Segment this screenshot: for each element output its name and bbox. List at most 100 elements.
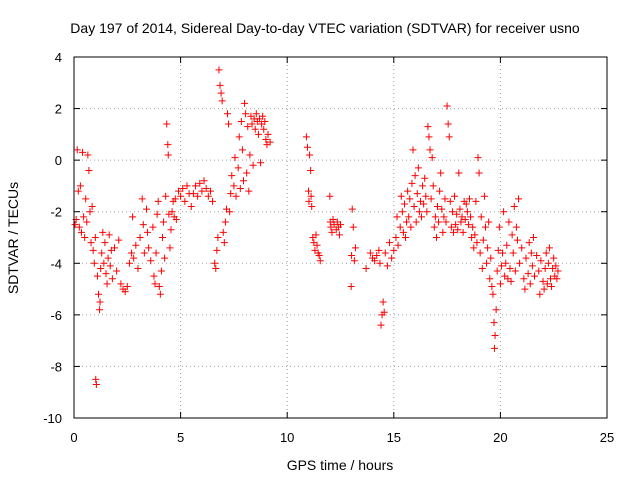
data-point: [328, 228, 336, 236]
data-point: [115, 236, 123, 244]
data-point: [99, 228, 107, 236]
data-point: [329, 215, 337, 223]
data-point: [446, 197, 454, 205]
data-point: [243, 169, 251, 177]
data-points: [71, 66, 562, 388]
data-point: [444, 120, 452, 128]
data-point: [397, 192, 405, 200]
data-point: [541, 264, 549, 272]
data-point: [399, 228, 407, 236]
data-point: [251, 125, 259, 133]
data-point: [413, 190, 421, 198]
data-point: [540, 285, 548, 293]
data-point: [536, 290, 544, 298]
data-point: [469, 223, 477, 231]
data-point: [390, 246, 398, 254]
data-point: [246, 151, 254, 159]
data-point: [477, 213, 485, 221]
data-point: [158, 234, 166, 241]
data-point: [527, 249, 535, 257]
data-point: [539, 277, 547, 285]
data-point: [548, 282, 556, 290]
data-point: [142, 205, 150, 213]
data-point: [515, 195, 523, 203]
data-point: [245, 187, 253, 195]
data-point: [100, 259, 108, 267]
data-point: [461, 215, 469, 223]
data-point: [212, 264, 220, 272]
data-point: [465, 195, 473, 203]
data-point: [544, 259, 552, 267]
data-point: [424, 123, 432, 131]
data-point: [531, 272, 539, 280]
data-point: [140, 249, 148, 257]
data-point: [145, 244, 153, 252]
data-point: [128, 249, 136, 257]
data-point: [306, 151, 314, 159]
data-point: [335, 231, 343, 239]
data-point: [155, 282, 163, 290]
data-point: [553, 275, 561, 283]
data-point: [303, 143, 311, 151]
data-point: [506, 264, 514, 272]
data-point: [348, 252, 356, 260]
data-point: [230, 182, 238, 190]
data-point: [242, 110, 250, 118]
data-point: [86, 208, 94, 216]
data-point: [419, 182, 427, 190]
data-point: [547, 275, 555, 283]
data-point: [74, 187, 82, 195]
data-point: [388, 254, 396, 262]
data-point: [459, 228, 467, 236]
data-point: [147, 257, 155, 265]
data-point: [552, 262, 560, 270]
data-point: [160, 218, 168, 226]
data-point: [82, 195, 90, 203]
data-point: [224, 110, 232, 118]
data-point: [227, 190, 235, 198]
data-point: [189, 190, 197, 198]
data-point: [181, 197, 189, 205]
data-point: [509, 249, 517, 257]
data-point: [83, 218, 91, 226]
data-point: [436, 187, 444, 195]
data-point: [347, 282, 355, 290]
data-point: [422, 192, 430, 200]
data-point: [237, 117, 245, 125]
data-point: [211, 259, 219, 267]
data-point: [196, 179, 204, 187]
x-tick-label: 15: [387, 430, 401, 445]
data-point: [348, 205, 356, 213]
data-point: [134, 264, 142, 272]
data-point: [123, 282, 131, 290]
data-point: [150, 272, 158, 280]
data-point: [484, 244, 492, 252]
data-point: [187, 203, 195, 211]
data-point: [526, 280, 534, 288]
data-point: [351, 244, 359, 252]
data-point: [480, 192, 488, 200]
data-point: [491, 331, 499, 339]
x-axis-label: GPS time / hours: [287, 457, 394, 473]
data-point: [463, 208, 471, 216]
data-point: [90, 259, 98, 267]
data-point: [488, 282, 496, 290]
data-point: [73, 146, 81, 154]
data-point: [418, 213, 426, 221]
data-point: [154, 197, 162, 205]
data-point: [113, 267, 121, 275]
data-point: [232, 192, 240, 200]
data-point: [479, 236, 487, 244]
data-point: [376, 259, 384, 267]
data-point: [490, 319, 498, 327]
data-point: [502, 259, 510, 267]
data-point: [183, 182, 191, 190]
data-point: [302, 133, 310, 141]
data-point: [259, 112, 267, 120]
data-point: [326, 192, 334, 200]
data-point: [308, 203, 316, 211]
data-point: [76, 182, 84, 190]
data-point: [430, 223, 438, 231]
y-axis-label: SDTVAR / TECUs: [5, 182, 21, 294]
data-point: [497, 262, 505, 270]
